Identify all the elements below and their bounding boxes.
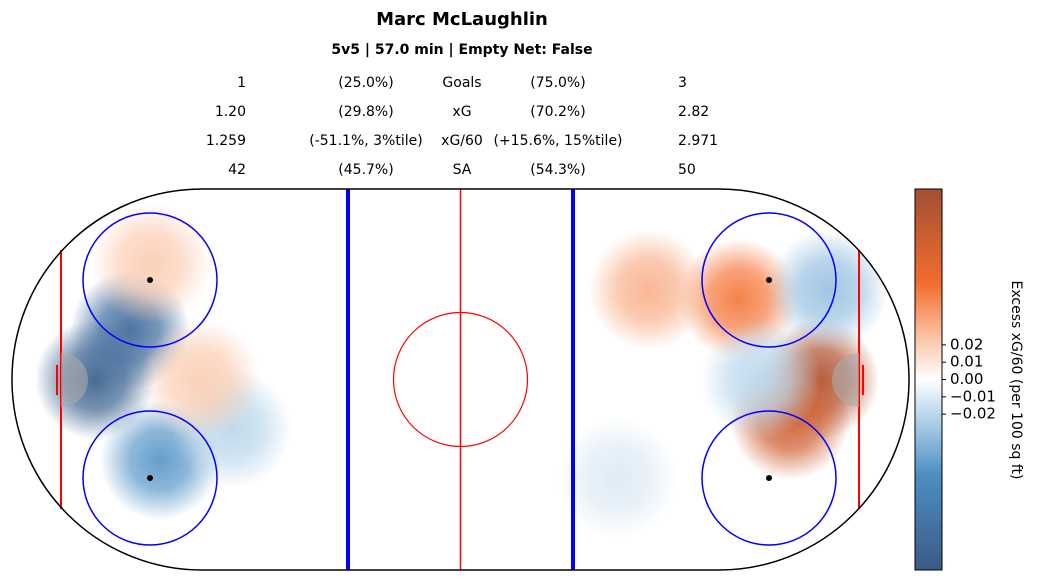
colorbar <box>914 188 943 571</box>
faceoff-dot <box>766 277 772 283</box>
heat-cell <box>700 319 821 440</box>
stat-cell: 1.20 <box>215 104 246 120</box>
colorbar-tick-label: 0.00 <box>950 370 983 388</box>
heatmap <box>34 202 889 539</box>
faceoff-circle <box>82 410 218 546</box>
stat-cell: 42 <box>228 162 246 178</box>
stat-cell: (54.3%) <box>530 162 585 178</box>
colorbar-tick-label: −0.02 <box>950 405 996 423</box>
chart-subtitle: 5v5 | 57.0 min | Empty Net: False <box>331 42 592 58</box>
stat-cell: (45.7%) <box>338 162 393 178</box>
faceoff-circle <box>701 410 837 546</box>
faceoff-dot <box>147 277 153 283</box>
heat-cell <box>557 418 678 539</box>
heat-cell <box>140 319 261 440</box>
faceoff-circle <box>701 212 837 348</box>
crease <box>61 353 88 407</box>
stat-cell: SA <box>453 162 472 178</box>
rink <box>11 188 910 571</box>
heat-cell <box>588 229 709 350</box>
stat-cell: 1.259 <box>206 133 246 149</box>
colorbar-tick-label: 0.02 <box>950 335 983 353</box>
colorbar-label: Excess xG/60 (per 100 sq ft) <box>1008 281 1024 480</box>
stat-cell: (-51.1%, 3%tile) <box>309 133 422 149</box>
colorbar-tick-label: 0.01 <box>950 353 983 371</box>
stat-cell: 1 <box>237 75 246 91</box>
heat-cell <box>91 202 212 323</box>
stat-cell: xG <box>452 104 471 120</box>
stat-cell: (25.0%) <box>338 75 393 91</box>
faceoff-dot <box>147 475 153 481</box>
faceoff-circle <box>82 212 218 348</box>
boards <box>11 188 910 571</box>
stat-cell: 2.971 <box>678 133 718 149</box>
stat-cell: xG/60 <box>441 133 483 149</box>
stat-cell: Goals <box>442 75 481 91</box>
crease <box>832 353 859 407</box>
stat-cell: 50 <box>678 162 696 178</box>
center-circle <box>392 311 529 448</box>
stat-cell: 3 <box>678 75 687 91</box>
stat-cell: (70.2%) <box>530 104 585 120</box>
stat-cell: 2.82 <box>678 104 709 120</box>
stat-cell: (+15.6%, 15%tile) <box>493 133 622 149</box>
colorbar-tick-label: −0.01 <box>950 387 996 405</box>
stat-cell: (29.8%) <box>338 104 393 120</box>
stat-cell: (75.0%) <box>530 75 585 91</box>
faceoff-dot <box>766 475 772 481</box>
chart-title: Marc McLaughlin <box>376 9 548 30</box>
